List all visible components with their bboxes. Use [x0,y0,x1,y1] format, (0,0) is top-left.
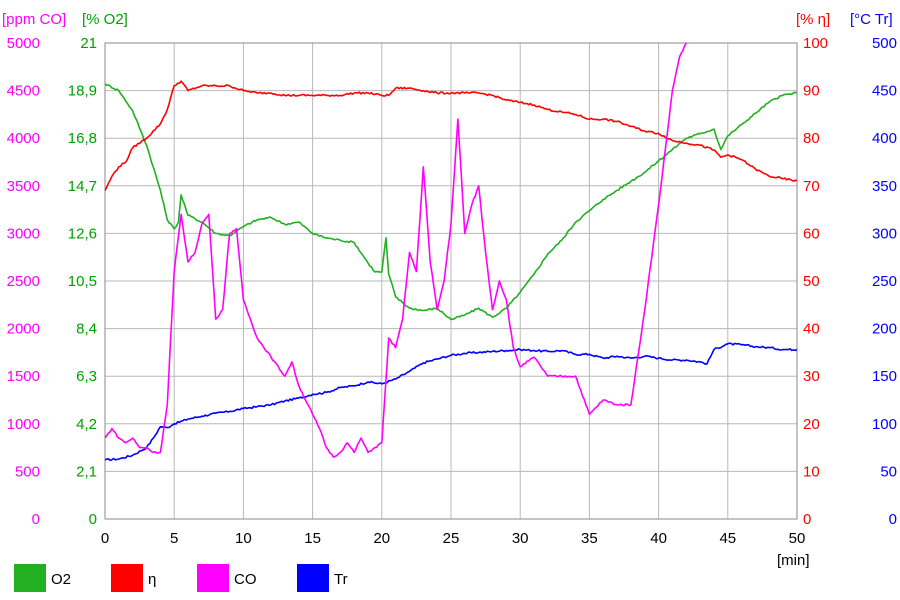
y-tick-label-tr: 150 [872,368,897,385]
legend-label: CO [234,571,257,588]
legend-item: η [111,564,156,592]
x-tick-label: 25 [443,530,460,547]
axes: 0 5 10 15 20 25 30 35 40 45 50[min]050010001500200… [2,11,897,569]
y-tick-label-eta: 80 [803,130,820,147]
y-tick-label-eta: 20 [803,416,820,433]
y-tick-label-o2: 10,5 [68,273,97,290]
legend-swatch [297,564,329,592]
y-tick-label-o2: 14,7 [68,178,97,195]
y-tick-label-o2: 18,9 [68,83,97,100]
series-line-tr [105,342,797,462]
y-tick-label-tr: 100 [872,416,897,433]
legend: O2 η CO Tr [14,564,348,592]
y-tick-label-eta: 30 [803,368,820,385]
x-tick-label: 30 [512,530,529,547]
legend-swatch [197,564,229,592]
y-unit-label-eta: [% η] [796,11,830,28]
y-tick-label-tr: 400 [872,130,897,147]
y-tick-label-tr: 0 [889,511,897,528]
y-tick-label-eta: 70 [803,178,820,195]
y-tick-label-eta: 0 [803,511,811,528]
x-tick-label: 35 [581,530,598,547]
y-tick-label-co: 4000 [7,130,40,147]
y-tick-label-co: 500 [15,463,40,480]
y-tick-label-tr: 300 [872,225,897,242]
y-tick-label-eta: 10 [803,463,820,480]
legend-item: CO [197,564,257,592]
y-tick-label-tr: 450 [872,83,897,100]
legend-item: Tr [297,564,348,592]
x-tick-label: 15 [304,530,321,547]
x-unit-label: [min] [777,552,810,569]
y-tick-label-eta: 40 [803,321,820,338]
y-tick-label-co: 5000 [7,35,40,52]
x-tick-label: 45 [719,530,736,547]
grid [104,42,798,520]
x-tick-label: 0 [101,530,109,547]
y-tick-label-tr: 350 [872,178,897,195]
y-tick-label-eta: 100 [803,35,828,52]
legend-label: η [148,571,156,588]
legend-swatch [111,564,143,592]
x-tick-label: 10 [235,530,252,547]
y-tick-label-o2: 6,3 [76,368,97,385]
y-tick-label-tr: 200 [872,321,897,338]
y-tick-label-o2: 4,2 [76,416,97,433]
y-tick-label-eta: 50 [803,273,820,290]
x-tick-label: 20 [373,530,390,547]
x-tick-label: 50 [789,530,806,547]
y-unit-label-o2: [% O2] [82,11,128,28]
plot-border [104,42,798,520]
y-tick-label-o2: 0 [89,511,97,528]
y-tick-label-tr: 500 [872,35,897,52]
y-tick-label-tr: 50 [880,463,897,480]
legend-item: O2 [14,564,71,592]
x-tick-label: 40 [650,530,667,547]
series-line-eta [105,80,797,191]
y-tick-label-eta: 60 [803,225,820,242]
y-tick-label-o2: 12,6 [68,225,97,242]
y-tick-label-co: 0 [32,511,40,528]
y-tick-label-o2: 16,8 [68,130,97,147]
y-tick-label-co: 3500 [7,178,40,195]
x-tick-label: 5 [170,530,178,547]
y-unit-label-tr: [°C Tr] [850,11,893,28]
y-tick-label-co: 2500 [7,273,40,290]
y-unit-label-co: [ppm CO] [2,11,66,28]
y-tick-label-o2: 2,1 [76,463,97,480]
series-layer [105,42,797,462]
series-line-co [105,42,687,458]
y-tick-label-co: 1000 [7,416,40,433]
y-tick-label-tr: 250 [872,273,897,290]
y-tick-label-co: 4500 [7,83,40,100]
y-tick-label-eta: 90 [803,83,820,100]
y-tick-label-o2: 21 [80,35,97,52]
y-tick-label-co: 1500 [7,368,40,385]
legend-label: Tr [334,571,348,588]
y-tick-label-co: 3000 [7,225,40,242]
legend-label: O2 [51,571,71,588]
y-tick-label-o2: 8,4 [76,321,97,338]
y-tick-label-co: 2000 [7,321,40,338]
legend-swatch [14,564,46,592]
